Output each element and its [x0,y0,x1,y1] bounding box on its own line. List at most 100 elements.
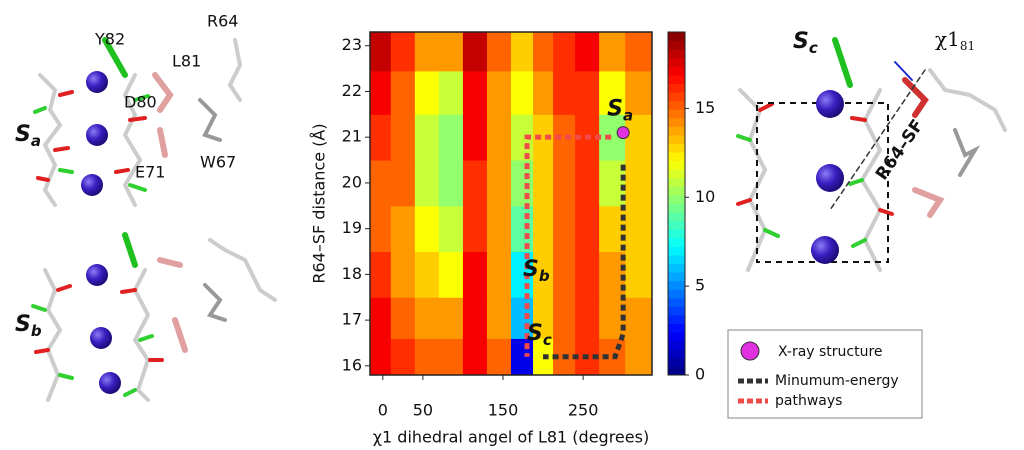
heat-cell [462,297,488,339]
colorbar-band [668,160,685,170]
state-annotation: Sb [523,257,550,285]
residue-label: R64 [207,12,238,31]
colorbar-band [668,229,685,239]
heat-cell [625,160,652,207]
heat-cell [462,205,488,253]
plot-frame [369,31,653,376]
pathway-line [524,134,612,357]
heat-cell [390,32,416,72]
heat-cell [553,205,576,253]
heat-cell [553,297,576,339]
heat-cell [533,32,554,72]
heat-cell [438,160,464,207]
state-sub: b [539,266,550,284]
heat-cell [486,251,512,298]
heat-cell [414,160,440,207]
heat-cell [575,251,600,298]
colorbar-band [668,194,685,204]
legend-label: X-ray structure [778,344,883,360]
residue-label: L81 [172,52,201,71]
heat-cell [438,251,464,298]
ion [86,71,108,93]
heat-cell [553,160,576,207]
state-label: Sa [15,122,41,150]
ion [99,372,121,394]
heat-cell [511,160,534,207]
heat-cell [533,160,554,207]
heat-cell [533,251,554,298]
heat-cell [625,70,652,115]
heat-cell [462,338,488,375]
colorbar-band [668,220,685,230]
state-main: S [607,97,623,122]
colorbar-band [668,74,685,84]
molecule-bottom-left [31,232,277,402]
state-sub: a [623,106,633,124]
ion [86,124,108,146]
colorbar-band [668,297,685,307]
state-main: S [523,257,539,282]
heat-cell [438,205,464,253]
heat-cell [533,205,554,253]
molecule-right [736,37,1007,272]
heat-cell [370,297,392,339]
colorbar-tick-label: 10 [695,187,715,206]
colorbar-band [668,246,685,256]
colorbar-tick-label: 15 [695,98,715,117]
colorbar-band [668,323,685,333]
chi-label: χ181 [935,27,975,53]
colorbar-band [668,203,685,213]
heat-cell [511,205,534,253]
heat-cell [599,70,626,115]
legend-label: pathways [775,393,842,409]
heat-cell [575,297,600,339]
heat-cell [625,32,652,72]
heat-cell [553,70,576,115]
heat-cell [533,297,554,339]
colorbar-band [668,357,685,367]
heat-cell [370,114,392,161]
ion [816,90,844,118]
heat-cell [390,70,416,115]
colorbar-band [668,340,685,350]
colorbar-band [668,32,685,42]
molecule-top-left [33,37,243,207]
residue-label: D80 [124,93,157,112]
heat-cell [575,160,600,207]
heat-cell [486,338,512,375]
colorbar-band [668,237,685,247]
heat-cell [414,338,440,375]
heat-cell [414,114,440,161]
ion [81,174,103,196]
colorbar-band [668,212,685,222]
heat-cell [438,70,464,115]
colorbar-band [668,92,685,102]
heat-cell [438,32,464,72]
heat-cell [370,251,392,298]
y-tick-label: 21 [342,127,362,146]
x-tick-label: 150 [488,401,519,420]
y-tick-label: 16 [342,355,362,374]
colorbar-band [668,83,685,93]
heatmap [370,32,652,375]
heat-cell [414,70,440,115]
heat-cell [511,32,534,72]
heat-cell [370,338,392,375]
heat-cell [486,70,512,115]
heat-cell [462,32,488,72]
legend-marker [740,341,760,361]
heat-cell [390,114,416,161]
heat-cell [553,251,576,298]
colorbar-tick-label: 0 [695,365,705,384]
colorbar-frame [667,31,686,376]
colorbar-band [668,272,685,282]
heat-cell [370,32,392,72]
pathway-line [543,164,626,360]
heat-cell [390,205,416,253]
x-tick-label: 250 [568,401,599,420]
heat-cell [462,70,488,115]
colorbar-band [668,177,685,187]
ion [811,236,839,264]
heat-cell [625,338,652,375]
state-sub: c [543,330,552,348]
